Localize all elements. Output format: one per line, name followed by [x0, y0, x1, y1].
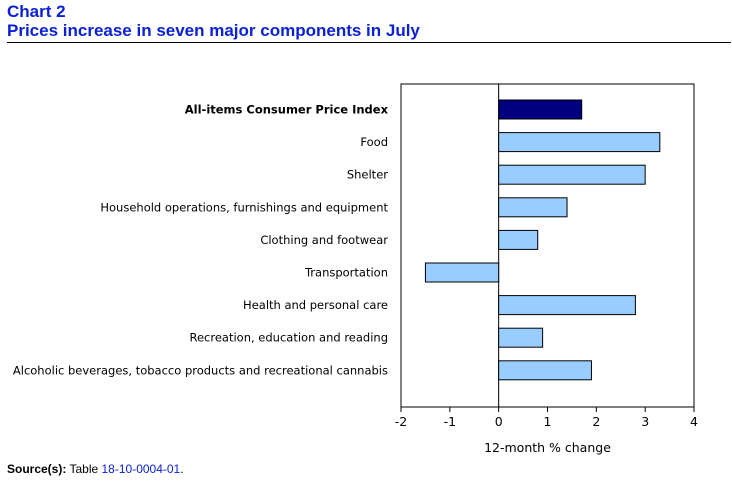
bar — [498, 327, 544, 348]
source-label: Source(s): — [7, 462, 67, 476]
chart-title: Prices increase in seven major component… — [7, 21, 420, 40]
category-label: Transportation — [304, 266, 388, 280]
source-table-link[interactable]: 18-10-0004-01 — [101, 462, 181, 476]
category-label: Clothing and footwear — [260, 233, 388, 247]
x-tick-label: 4 — [690, 414, 698, 429]
source-text: Table — [69, 462, 99, 476]
category-label: Shelter — [347, 168, 388, 182]
x-tick-label: 2 — [592, 414, 600, 429]
bar — [424, 262, 500, 283]
source-note: Source(s): Table 18-10-0004-01. — [7, 462, 184, 476]
bar — [498, 295, 636, 316]
bar — [498, 164, 646, 185]
bar-highlight — [498, 99, 583, 120]
chart-number: Chart 2 — [7, 2, 66, 21]
chart-header: Chart 2 Prices increase in seven major c… — [7, 3, 731, 43]
x-tick-label: 3 — [641, 414, 649, 429]
bar — [498, 229, 539, 250]
category-label: Recreation, education and reading — [190, 331, 389, 345]
bar — [498, 197, 568, 218]
category-label: All-items Consumer Price Index — [185, 103, 389, 117]
x-axis-label: 12-month % change — [484, 440, 611, 455]
bar — [498, 132, 661, 153]
category-label: Household operations, furnishings and eq… — [100, 200, 388, 214]
x-tick-label: 0 — [495, 414, 503, 429]
x-tick-label: 1 — [544, 414, 552, 429]
source-suffix: . — [180, 462, 184, 476]
category-label: Alcoholic beverages, tobacco products an… — [13, 363, 388, 377]
bar — [498, 360, 592, 381]
x-tick-label: -1 — [444, 414, 456, 429]
category-label: Food — [360, 135, 388, 149]
category-label: Health and personal care — [243, 298, 388, 312]
x-tick-label: -2 — [395, 414, 407, 429]
